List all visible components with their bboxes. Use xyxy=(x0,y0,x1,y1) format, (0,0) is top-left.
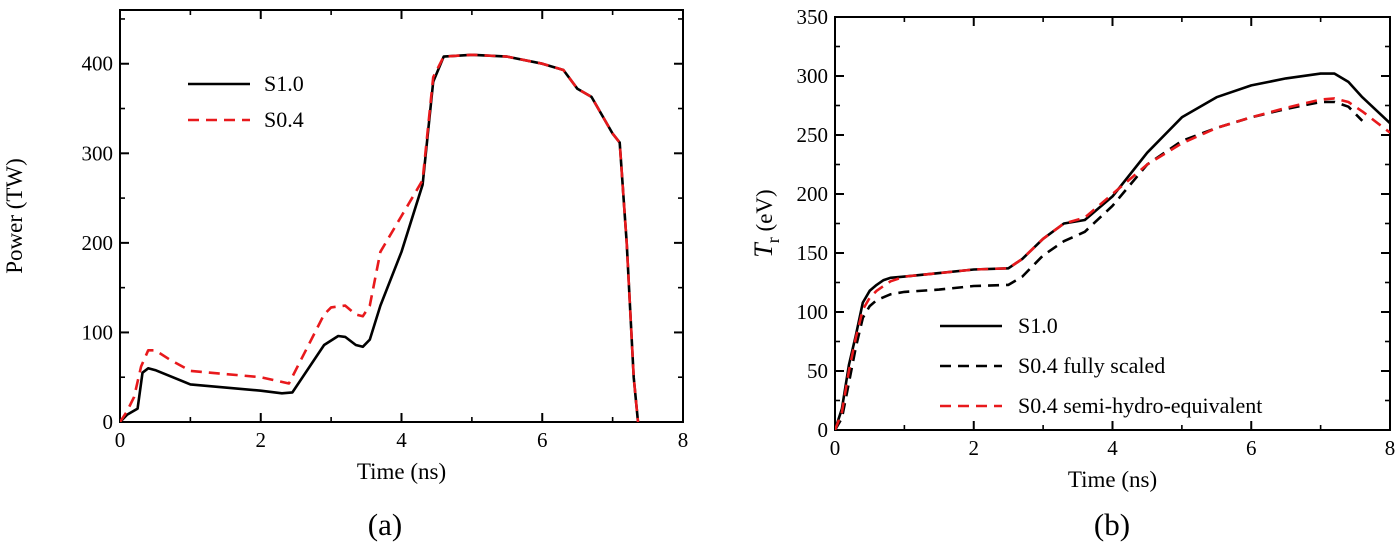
y-axis-title: Power (TW) xyxy=(2,158,27,274)
y-tick-label: 0 xyxy=(818,418,829,442)
x-tick-label: 2 xyxy=(969,436,980,460)
x-tick-label: 0 xyxy=(115,428,126,452)
legend: S1.0 S0.4 fully scaled S0.4 semi-hydro-equ… xyxy=(940,313,1262,418)
y-tick-label: 0 xyxy=(103,410,114,434)
x-tick-label: 8 xyxy=(678,428,689,452)
y-tick-label: 300 xyxy=(797,64,829,88)
y-tick-label: 50 xyxy=(807,359,828,383)
legend-label-0: S1.0 xyxy=(264,71,304,96)
series-group xyxy=(835,72,1390,430)
x-tick-label: 0 xyxy=(830,436,841,460)
legend-label-1: S0.4 fully scaled xyxy=(1018,353,1165,378)
x-tick-label: 2 xyxy=(256,428,267,452)
panel-a-power-chart: 0 2 4 6 8 0 100 200 300 400 Time (ns) Power (TW) (a)… xyxy=(2,9,689,542)
series-group xyxy=(120,53,640,422)
y-axis-title-symbol: T xyxy=(749,242,778,258)
x-tick-label: 6 xyxy=(1246,436,1257,460)
y-tick-label: 350 xyxy=(797,5,829,29)
x-tick-label: 6 xyxy=(537,428,548,452)
series-line-0 xyxy=(120,53,640,422)
x-tick-label: 8 xyxy=(1385,436,1396,460)
legend-label-1: S0.4 xyxy=(264,107,304,132)
y-tick-label: 400 xyxy=(82,52,114,76)
legend: S1.0 S0.4 xyxy=(188,71,304,132)
y-axis-title: Tr (eV) xyxy=(749,189,783,257)
panel-label: (b) xyxy=(1094,507,1130,542)
series-line-1 xyxy=(835,100,1364,430)
y-tick-label: 100 xyxy=(797,300,829,324)
y-tick-label: 150 xyxy=(797,241,829,265)
legend-label-0: S1.0 xyxy=(1018,313,1058,338)
y-tick-label: 200 xyxy=(797,182,829,206)
y-axis-title-unit: (eV) xyxy=(752,189,777,237)
y-axis-title-subscript: r xyxy=(763,237,783,243)
x-tick-label: 4 xyxy=(396,428,407,452)
series-line-2 xyxy=(835,97,1390,430)
y-tick-label: 300 xyxy=(82,141,114,165)
x-axis-title: Time (ns) xyxy=(1068,467,1157,492)
x-tick-label: 4 xyxy=(1107,436,1118,460)
panel-b-tr-chart: 0 2 4 6 8 0 50 100 150 200 250 300 350 Time (ns) Tr (e… xyxy=(749,5,1395,542)
series-line-1 xyxy=(120,53,640,422)
legend-label-2: S0.4 semi-hydro-equivalent xyxy=(1018,393,1262,418)
y-tick-label: 250 xyxy=(797,123,829,147)
y-tick-label: 200 xyxy=(82,231,114,255)
panel-label: (a) xyxy=(368,507,402,542)
y-tick-label: 100 xyxy=(82,320,114,344)
x-axis-title: Time (ns) xyxy=(357,459,446,484)
